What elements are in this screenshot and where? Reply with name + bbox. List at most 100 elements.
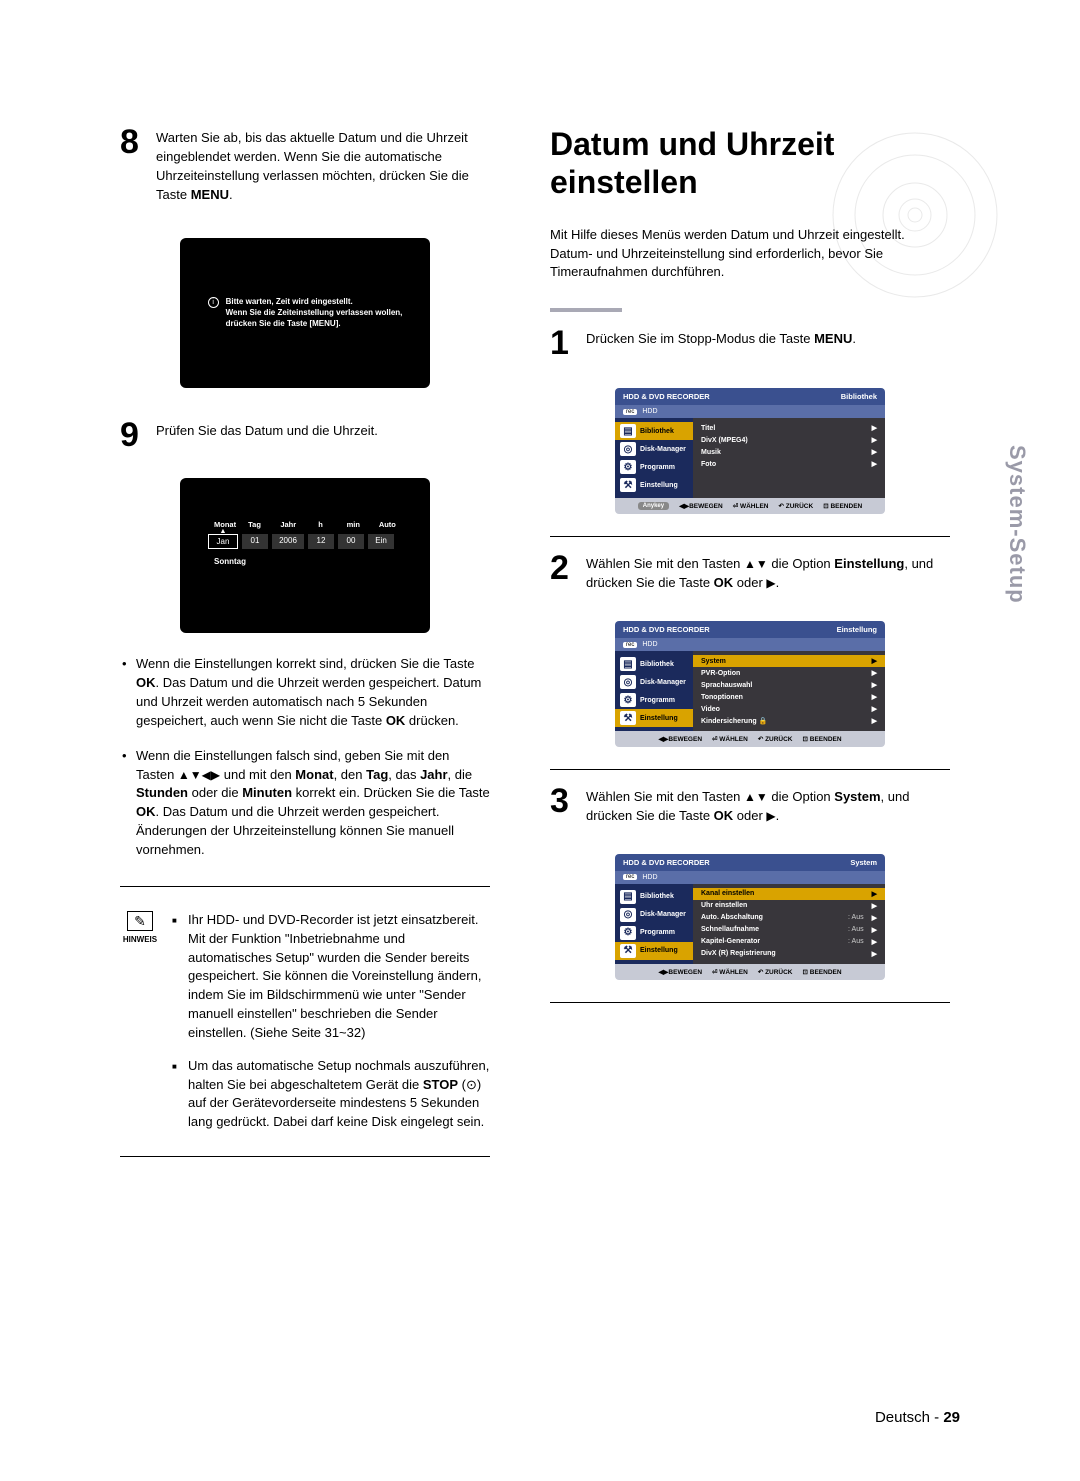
menu-bold: MENU xyxy=(191,187,229,202)
divider xyxy=(120,1156,490,1157)
intro-text: Mit Hilfe dieses Menüs werden Datum und … xyxy=(550,226,950,283)
text: , das xyxy=(388,767,420,782)
text: . Das Datum und die Uhrzeit werden gespe… xyxy=(136,804,454,857)
step-number: 8 xyxy=(120,125,148,204)
osd-footer: ◀▶BEWEGEN⏎ WÄHLEN↶ ZURÜCK⊡ BEENDEN xyxy=(615,731,885,747)
osd-sidebar: ▤Bibliothek◎Disk-Manager⚙Programm⚒Einste… xyxy=(615,651,693,731)
bullet-item: Wenn die Einstellungen falsch sind, gebe… xyxy=(130,747,490,860)
text: drücken Sie die Taste [MENU]. xyxy=(226,319,403,330)
clock-cell: 01 xyxy=(242,534,268,549)
text: auf der Gerätevorderseite mindestens 5 S… xyxy=(188,1095,484,1129)
bold: Minuten xyxy=(242,785,292,800)
step-text: Drücken Sie im Stopp-Modus die Taste MEN… xyxy=(586,326,856,360)
text: und mit den xyxy=(220,767,295,782)
text: drücken. xyxy=(405,713,458,728)
bold: STOP xyxy=(423,1077,458,1092)
text: , die xyxy=(448,767,473,782)
info-icon: i xyxy=(208,297,219,308)
osd-side-item: ▤Bibliothek xyxy=(615,655,693,673)
osd-screen-2: HDD & DVD RECORDEREinstellung recHDD ▤Bi… xyxy=(550,607,950,755)
text: . xyxy=(776,575,780,590)
clock-cell: 2006 xyxy=(272,534,304,549)
step-number: 2 xyxy=(550,551,578,593)
osd-header: HDD & DVD RECORDERBibliothek xyxy=(615,388,885,405)
text: korrekt ein. Drücken Sie die Taste xyxy=(292,785,490,800)
osd-side-item: ⚙Programm xyxy=(615,691,693,709)
text: , den xyxy=(334,767,367,782)
symbol: (⊙) xyxy=(458,1077,481,1092)
side-tab: System-Setup xyxy=(1004,445,1030,604)
osd-row: Kanal einstellen▶ xyxy=(693,888,885,900)
osd-header: HDD & DVD RECORDEREinstellung xyxy=(615,621,885,638)
osd-header: HDD & DVD RECORDERSystem xyxy=(615,854,885,871)
head: Jahr xyxy=(280,520,309,529)
text: . xyxy=(852,331,856,346)
osd-side-item: ▤Bibliothek xyxy=(615,422,693,440)
osd-row: Kapitel-Generator: Aus▶ xyxy=(693,936,885,948)
val: Jan xyxy=(217,537,230,546)
osd-side-item: ⚒Einstellung xyxy=(615,942,693,960)
left-column: 8 Warten Sie ab, bis das aktuelle Datum … xyxy=(120,125,490,1421)
bold: OK xyxy=(714,575,734,590)
step-1: 1 Drücken Sie im Stopp-Modus die Taste M… xyxy=(550,326,950,360)
divider xyxy=(550,536,950,537)
osd-main: Titel▶DivX (MPEG4)▶Musik▶Foto▶ xyxy=(693,418,885,498)
text: . xyxy=(229,187,233,202)
bold: OK xyxy=(714,808,734,823)
note-icon: ✎ xyxy=(127,911,153,931)
osd-row: DivX (R) Registrierung▶ xyxy=(693,948,885,960)
osd-subheader: recHDD xyxy=(615,871,885,884)
text: Bitte warten, Zeit wird eingestellt. xyxy=(226,297,403,308)
osd-row: DivX (MPEG4)▶ xyxy=(693,434,885,446)
text: oder xyxy=(733,575,766,590)
page-footer: Deutsch - 29 xyxy=(875,1409,960,1426)
head: h xyxy=(318,520,337,529)
text: Drücken Sie im Stopp-Modus die Taste xyxy=(586,331,814,346)
bold: Jahr xyxy=(420,767,447,782)
bold: OK xyxy=(386,713,406,728)
clock-row: ▲Jan 01 2006 12 00 Ein xyxy=(208,534,402,549)
footer-page: 29 xyxy=(943,1409,960,1426)
osd-footer: ◀▶BEWEGEN⏎ WÄHLEN↶ ZURÜCK⊡ BEENDEN xyxy=(615,964,885,980)
step-2: 2 Wählen Sie mit den Tasten ▲▼ die Optio… xyxy=(550,551,950,593)
text: Wenn Sie die Zeiteinstellung verlassen w… xyxy=(226,308,403,319)
osd-row: Tonoptionen▶ xyxy=(693,691,885,703)
clock-day: Sonntag xyxy=(208,557,402,566)
osd-row: Foto▶ xyxy=(693,458,885,470)
text: Wählen Sie mit den Tasten xyxy=(586,556,744,571)
osd-sidebar: ▤Bibliothek◎Disk-Manager⚙Programm⚒Einste… xyxy=(615,418,693,498)
page-title: Datum und Uhrzeit einstellen xyxy=(550,125,950,202)
osd-row: System▶ xyxy=(693,655,885,667)
divider xyxy=(120,886,490,887)
text: oder die xyxy=(188,785,242,800)
osd-side-item: ◎Disk-Manager xyxy=(615,440,693,458)
osd-row: Uhr einstellen▶ xyxy=(693,900,885,912)
bold: Monat xyxy=(295,767,333,782)
bold: OK xyxy=(136,804,156,819)
bold: MENU xyxy=(814,331,852,346)
osd-body: ▤Bibliothek◎Disk-Manager⚙Programm⚒Einste… xyxy=(615,651,885,731)
step-number: 3 xyxy=(550,784,578,826)
osd-footer: Anykey◀▶BEWEGEN⏎ WÄHLEN↶ ZURÜCK⊡ BEENDEN xyxy=(615,498,885,514)
head: Monat xyxy=(214,520,239,529)
osd-side-item: ▤Bibliothek xyxy=(615,888,693,906)
text: Wählen Sie mit den Tasten xyxy=(586,789,744,804)
step-number: 9 xyxy=(120,418,148,452)
osd-side-item: ⚙Programm xyxy=(615,458,693,476)
text: Wenn die Einstellungen korrekt sind, drü… xyxy=(136,656,474,671)
osd-side-item: ⚙Programm xyxy=(615,924,693,942)
osd-side-item: ⚒Einstellung xyxy=(615,476,693,494)
step-text: Wählen Sie mit den Tasten ▲▼ die Option … xyxy=(586,551,950,593)
step-text: Prüfen Sie das Datum und die Uhrzeit. xyxy=(156,418,378,452)
clock-cell: 00 xyxy=(338,534,364,549)
wait-message: Bitte warten, Zeit wird eingestellt. Wen… xyxy=(226,297,403,329)
head: Auto xyxy=(379,520,402,529)
step-9: 9 Prüfen Sie das Datum und die Uhrzeit. xyxy=(120,418,490,452)
osd-body: ▤Bibliothek◎Disk-Manager⚙Programm⚒Einste… xyxy=(615,418,885,498)
note-block: ✎ HINWEIS Ihr HDD- und DVD-Recorder ist … xyxy=(120,911,490,1146)
footer-lang: Deutsch - xyxy=(875,1409,943,1426)
osd-subheader: recHDD xyxy=(615,638,885,651)
note-icon-wrap: ✎ HINWEIS xyxy=(120,911,160,1146)
arrows: ▲▼◀▶ xyxy=(178,768,220,782)
head: Tag xyxy=(248,520,271,529)
